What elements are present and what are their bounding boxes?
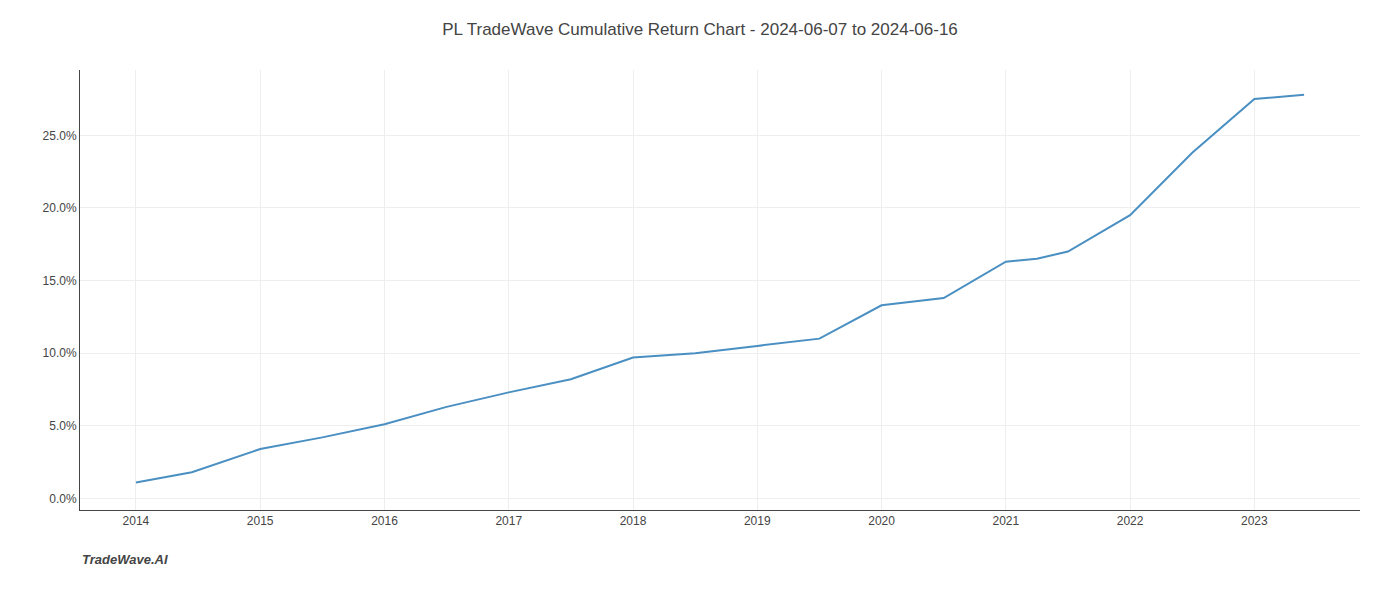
svg-text:15.0%: 15.0% [43,274,77,288]
svg-text:2021: 2021 [992,514,1019,528]
svg-text:2022: 2022 [1117,514,1144,528]
svg-text:10.0%: 10.0% [43,346,77,360]
svg-text:2015: 2015 [247,514,274,528]
svg-text:PL TradeWave Cumulative Return: PL TradeWave Cumulative Return Chart - 2… [442,20,958,39]
svg-text:2020: 2020 [868,514,895,528]
svg-text:TradeWave.AI: TradeWave.AI [82,552,168,567]
svg-text:2016: 2016 [371,514,398,528]
svg-text:20.0%: 20.0% [43,201,77,215]
svg-text:2018: 2018 [620,514,647,528]
svg-text:2023: 2023 [1241,514,1268,528]
svg-text:2014: 2014 [123,514,150,528]
svg-text:0.0%: 0.0% [49,492,77,506]
svg-text:2019: 2019 [744,514,771,528]
svg-text:25.0%: 25.0% [43,129,77,143]
svg-text:2017: 2017 [495,514,522,528]
svg-text:5.0%: 5.0% [49,419,77,433]
